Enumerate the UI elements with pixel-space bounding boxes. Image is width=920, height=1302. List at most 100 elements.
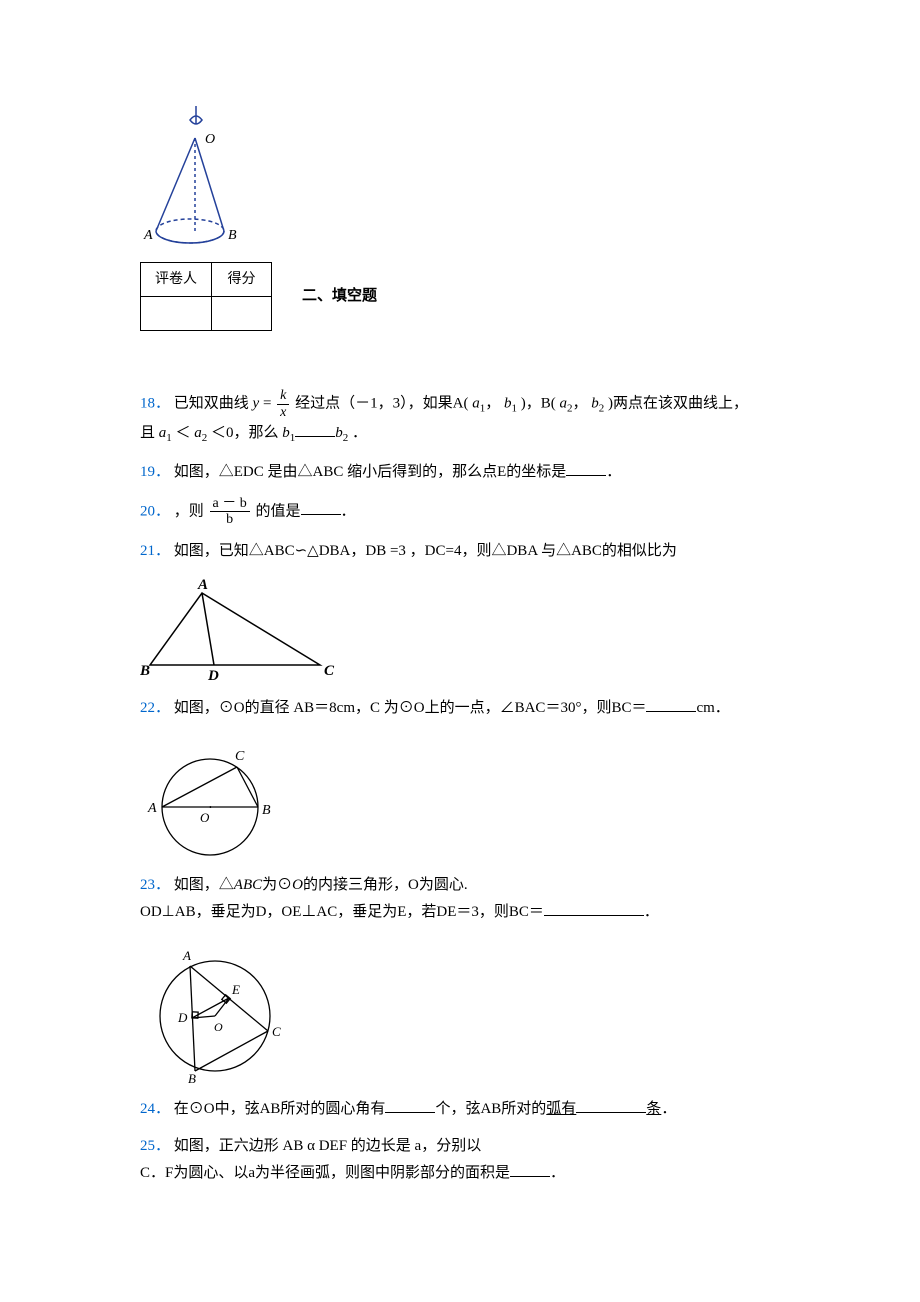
cde-B: B (188, 1071, 196, 1086)
q24-blank2 (576, 1098, 646, 1113)
question-19: 19． 如图，△EDC 是由△ABC 缩小后得到的，那么点E的坐标是 ． (140, 459, 780, 486)
q18-lt1: ＜ (172, 425, 195, 441)
q20-blank (301, 500, 341, 515)
q23-l1c: 的内接三角形，O为圆心. (303, 877, 468, 893)
q18-b2b: b (335, 425, 343, 441)
score-cell-score (212, 297, 272, 331)
cone-label-O: O (205, 132, 215, 147)
q18-frac: k x (277, 388, 289, 420)
q24-blank1 (385, 1098, 435, 1113)
q18-blank (295, 422, 335, 437)
figure-cone: O A B (140, 106, 780, 256)
score-col-grader: 评卷人 (141, 263, 212, 297)
q18-b1: b (504, 396, 512, 412)
q18-b1b: b (282, 425, 290, 441)
q18-mid2: )，B( (517, 396, 560, 412)
triangle-abcd-svg: A B C D (140, 575, 340, 685)
q23-l2: OD⊥AB，垂足为D，OE⊥AC，垂足为E，若DE＝3，则BC＝ (140, 904, 544, 920)
section-title: 二、填空题 (302, 283, 377, 310)
tri-B: B (140, 663, 150, 679)
cabc-A: A (147, 801, 157, 816)
q18-c2: ， (573, 396, 588, 412)
cone-label-B: B (228, 228, 237, 243)
question-25: 25． 如图，正六边形 AB α DEF 的边长是 a，分别以 C．F为圆心、以… (140, 1133, 780, 1187)
q23-l1a: 如图，△ (174, 877, 234, 893)
tri-A: A (197, 577, 208, 593)
q18-num: 18． (140, 396, 170, 412)
cde-E: E (231, 982, 240, 997)
q24-arc: 弧有 (546, 1101, 576, 1117)
q22-num: 22． (140, 700, 170, 716)
cabc-C: C (235, 749, 245, 764)
cone-svg: O A B (140, 106, 240, 256)
cabc-dot: • (209, 803, 212, 812)
cde-A: A (182, 948, 191, 963)
cone-label-A: A (143, 228, 153, 243)
q18-eq: = (263, 396, 275, 412)
figure-circle-deobc: A B C D E O (140, 936, 780, 1086)
tri-C: C (324, 663, 335, 679)
circle-deobc-svg: A B C D E O (140, 936, 290, 1086)
score-col-score: 得分 (212, 263, 272, 297)
score-cell-grader (141, 297, 212, 331)
q22-text: 如图，⊙O的直径 AB＝8cm，C 为⊙O上的一点，∠BAC＝30°，则BC＝ (174, 700, 647, 716)
q23-blank (544, 901, 644, 916)
q18-mid1: 经过点（－1，3），如果A( (295, 396, 472, 412)
q25-num: 25． (140, 1138, 170, 1154)
q21-num: 21． (140, 543, 170, 559)
q18-k: k (277, 388, 289, 403)
q22-blank (646, 697, 696, 712)
q25-l1: 如图，正六边形 AB α DEF 的边长是 a，分别以 (174, 1138, 481, 1154)
question-23: 23． 如图，△ABC为⊙O的内接三角形，O为圆心. OD⊥AB，垂足为D，OE… (140, 872, 780, 926)
q25-blank (510, 1162, 550, 1177)
q24-end: ． (661, 1101, 676, 1117)
cde-D: D (177, 1010, 188, 1025)
q18-end: ． (348, 425, 367, 441)
q24-t3: 条 (646, 1101, 661, 1117)
q19-end: ． (606, 464, 621, 480)
cabc-O: O (200, 810, 210, 825)
circle-abc-svg: A B C O • (140, 732, 290, 862)
cabc-B: B (262, 803, 271, 818)
q24-num: 24． (140, 1101, 170, 1117)
q19-blank (566, 461, 606, 476)
question-24: 24． 在⊙O中，弦AB所对的圆心角有 个，弦AB所对的弧有 条． (140, 1096, 780, 1123)
q18-lt2: ＜0，那么 (207, 425, 282, 441)
q18-b2: b (591, 396, 599, 412)
q24-t2: 个，弦AB所对的 (435, 1101, 546, 1117)
question-18: 18． 已知双曲线 y = k x 经过点（－1，3），如果A( a1， b1 … (140, 388, 780, 449)
q20-nb: b (210, 511, 250, 527)
q23-end: ． (644, 904, 659, 920)
q23-O: O (292, 877, 303, 893)
q18-x: x (277, 404, 289, 420)
q23-abc: ABC (234, 877, 262, 893)
q18-mid3: )两点在该双曲线上， (604, 396, 748, 412)
cde-C: C (272, 1024, 281, 1039)
figure-circle-abc: A B C O • (140, 732, 780, 862)
q18-a2: a (560, 396, 568, 412)
question-20: 20． ，则 a － b b 的值是． (140, 496, 780, 528)
q20-end: ． (341, 503, 356, 519)
tri-D: D (207, 668, 219, 684)
q18-line2a: 且 (140, 425, 159, 441)
score-table: 评卷人 得分 (140, 262, 272, 331)
q20-nt: a － b (210, 496, 250, 511)
q21-text: 如图，已知△ABC∽△DBA，DB =3 ，DC=4，则△DBA 与△ABC的相… (174, 543, 677, 559)
cde-O: O (214, 1020, 223, 1034)
q19-text: 如图，△EDC 是由△ABC 缩小后得到的，那么点E的坐标是 (174, 464, 567, 480)
section-header: 评卷人 得分 二、填空题 (140, 262, 780, 331)
question-22: 22． 如图，⊙O的直径 AB＝8cm，C 为⊙O上的一点，∠BAC＝30°，则… (140, 695, 780, 722)
q18-a2b: a (194, 425, 202, 441)
q25-end: ． (550, 1165, 565, 1181)
q23-num: 23． (140, 877, 170, 893)
q22-unit: cm． (696, 700, 729, 716)
q18-a1: a (472, 396, 480, 412)
q19-num: 19． (140, 464, 170, 480)
question-21: 21． 如图，已知△ABC∽△DBA，DB =3 ，DC=4，则△DBA 与△A… (140, 538, 780, 565)
q18-y: y (253, 396, 260, 412)
q24-t1: 在⊙O中，弦AB所对的圆心角有 (174, 1101, 386, 1117)
q20-num: 20． (140, 503, 170, 519)
q25-l2: C．F为圆心、以a为半径画弧，则图中阴影部分的面积是 (140, 1165, 510, 1181)
q23-l1b: 为⊙ (262, 877, 292, 893)
q20-pre: ，则 (174, 503, 204, 519)
